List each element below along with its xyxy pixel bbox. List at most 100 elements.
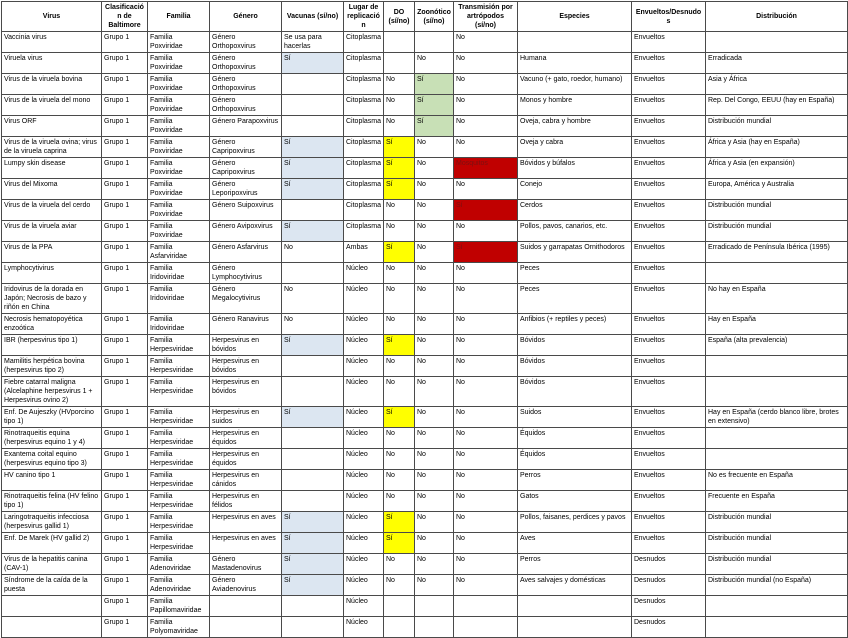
cell-zoonotico: No xyxy=(414,427,454,449)
cell-distribucion: Distribución mundial xyxy=(705,199,848,221)
table-row: Grupo 1 Familia Papillomaviridae Núcleo Des… xyxy=(1,595,848,617)
cell-lugar-replicacion: Citoplasma xyxy=(343,157,384,179)
cell-virus: Virus de la viruela aviar xyxy=(1,220,102,242)
cell-do xyxy=(383,616,415,638)
cell-especies: Oveja, cabra y hombre xyxy=(517,115,632,137)
cell-envueltos-desnudos: Envueltos xyxy=(631,73,706,95)
cell-genero xyxy=(209,616,282,638)
cell-genero: Herpesvirus en aves xyxy=(209,511,282,533)
cell-baltimore: Grupo 1 xyxy=(101,220,148,242)
cell-familia: Familia Poxviridae xyxy=(147,220,210,242)
cell-familia: Familia Polyomaviridae xyxy=(147,616,210,638)
column-header-do: DO (sí/no) xyxy=(383,1,415,32)
cell-virus: IBR (herpesvirus tipo 1) xyxy=(1,334,102,356)
cell-do: Sí xyxy=(383,406,415,428)
table-row: Enf. De Aujeszky (HVporcino tipo 1) Grupo… xyxy=(1,406,848,428)
cell-do: No xyxy=(383,115,415,137)
cell-especies: Bóvidos xyxy=(517,355,632,377)
column-header-familia: Familia xyxy=(147,1,210,32)
cell-vacunas: Sí xyxy=(281,406,344,428)
cell-genero: Género Orthopoxvirus xyxy=(209,31,282,53)
table-row: Enf. De Marek (HV gallid 2) Grupo 1 Famili… xyxy=(1,532,848,554)
cell-envueltos-desnudos: Envueltos xyxy=(631,406,706,428)
cell-vacunas xyxy=(281,469,344,491)
cell-especies: Oveja y cabra xyxy=(517,136,632,158)
cell-distribucion xyxy=(705,262,848,284)
cell-envueltos-desnudos: Envueltos xyxy=(631,469,706,491)
table-row: Virus de la viruela del mono Grupo 1 Famil… xyxy=(1,94,848,116)
cell-do: Sí xyxy=(383,178,415,200)
cell-transmision-artropodos: No xyxy=(453,469,518,491)
cell-baltimore: Grupo 1 xyxy=(101,490,148,512)
cell-lugar-replicacion: Núcleo xyxy=(343,376,384,407)
cell-zoonotico: No xyxy=(414,334,454,356)
cell-envueltos-desnudos: Envueltos xyxy=(631,241,706,263)
cell-distribucion: Distribución mundial xyxy=(705,532,848,554)
cell-genero: Género Megalocytivirus xyxy=(209,283,282,314)
cell-vacunas: Sí xyxy=(281,178,344,200)
cell-do: Sí xyxy=(383,157,415,179)
cell-distribucion: No es frecuente en España xyxy=(705,469,848,491)
table-row: Virus de la PPA Grupo 1 Familia Asfarvirid… xyxy=(1,241,848,263)
table-row: Virus de la viruela bovina Grupo 1 Familia… xyxy=(1,73,848,95)
cell-envueltos-desnudos: Desnudos xyxy=(631,574,706,596)
cell-lugar-replicacion: Núcleo xyxy=(343,313,384,335)
cell-envueltos-desnudos: Envueltos xyxy=(631,31,706,53)
cell-transmision-artropodos: No xyxy=(453,511,518,533)
cell-transmision-artropodos: No xyxy=(453,115,518,137)
table-row: Viruela virus Grupo 1 Familia Poxviridae Gé… xyxy=(1,52,848,74)
cell-familia: Familia Herpesviridae xyxy=(147,469,210,491)
cell-envueltos-desnudos: Desnudos xyxy=(631,595,706,617)
cell-transmision-artropodos: No xyxy=(453,136,518,158)
cell-lugar-replicacion: Citoplasma xyxy=(343,31,384,53)
cell-genero: Género Leporipoxvirus xyxy=(209,178,282,200)
cell-distribucion: Europa, América y Australia xyxy=(705,178,848,200)
cell-virus: Virus ORF xyxy=(1,115,102,137)
cell-transmision-artropodos: Mosquitos xyxy=(453,157,518,179)
cell-baltimore: Grupo 1 xyxy=(101,334,148,356)
cell-zoonotico: No xyxy=(414,532,454,554)
cell-envueltos-desnudos: Envueltos xyxy=(631,376,706,407)
cell-do: No xyxy=(383,553,415,575)
cell-lugar-replicacion: Núcleo xyxy=(343,511,384,533)
cell-especies: Bóvidos xyxy=(517,334,632,356)
table-row: Fiebre catarral maligna (Alcelaphine her… xyxy=(1,376,848,407)
cell-especies: Suidos xyxy=(517,406,632,428)
cell-familia: Familia Poxviridae xyxy=(147,199,210,221)
cell-especies: Pollos, faisanes, perdices y pavos xyxy=(517,511,632,533)
cell-virus: Virus de la PPA xyxy=(1,241,102,263)
cell-do: No xyxy=(383,73,415,95)
cell-especies: Équidos xyxy=(517,427,632,449)
cell-lugar-replicacion: Citoplasma xyxy=(343,52,384,74)
cell-vacunas xyxy=(281,73,344,95)
cell-genero: Género Parapoxvirus xyxy=(209,115,282,137)
cell-zoonotico: Sí xyxy=(414,73,454,95)
cell-transmision-artropodos: No xyxy=(453,376,518,407)
cell-familia: Familia Iridoviridae xyxy=(147,262,210,284)
cell-especies: Conejo xyxy=(517,178,632,200)
cell-envueltos-desnudos: Envueltos xyxy=(631,334,706,356)
cell-vacunas: Sí xyxy=(281,553,344,575)
cell-vacunas: Sí xyxy=(281,511,344,533)
cell-lugar-replicacion: Citoplasma xyxy=(343,199,384,221)
cell-distribucion xyxy=(705,427,848,449)
cell-transmision-artropodos: Sí xyxy=(453,241,518,263)
cell-envueltos-desnudos: Envueltos xyxy=(631,427,706,449)
cell-zoonotico: No xyxy=(414,178,454,200)
column-header-especies: Especies xyxy=(517,1,632,32)
cell-transmision-artropodos: No xyxy=(453,334,518,356)
table-row: HV canino tipo 1 Grupo 1 Familia Herpesvir… xyxy=(1,469,848,491)
cell-lugar-replicacion: Núcleo xyxy=(343,334,384,356)
cell-zoonotico: No xyxy=(414,574,454,596)
cell-vacunas xyxy=(281,115,344,137)
cell-zoonotico: No xyxy=(414,553,454,575)
cell-lugar-replicacion: Citoplasma xyxy=(343,178,384,200)
cell-especies: Monos y hombre xyxy=(517,94,632,116)
cell-do: No xyxy=(383,199,415,221)
cell-envueltos-desnudos: Envueltos xyxy=(631,94,706,116)
table-row: Virus de la viruela ovina; virus de la v… xyxy=(1,136,848,158)
cell-baltimore: Grupo 1 xyxy=(101,157,148,179)
cell-familia: Familia Papillomaviridae xyxy=(147,595,210,617)
cell-zoonotico: No xyxy=(414,136,454,158)
cell-do: No xyxy=(383,283,415,314)
